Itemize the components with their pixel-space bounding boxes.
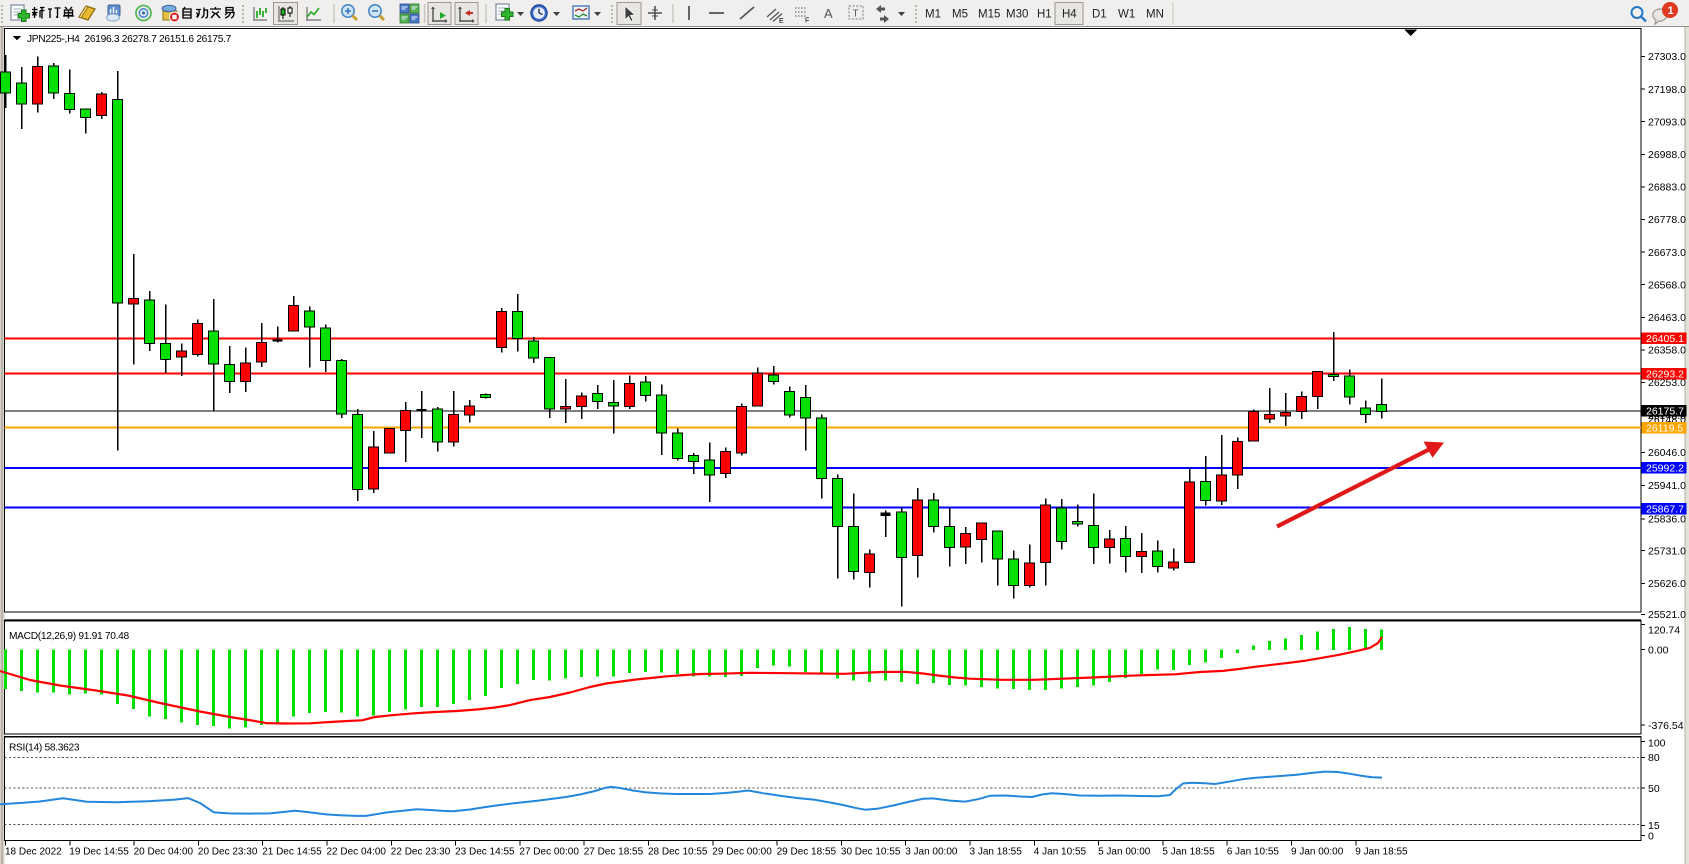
svg-text:20 Dec 23:30: 20 Dec 23:30 [198,847,258,858]
svg-text:JPN225-,H4 26196.3 26278.7 26: JPN225-,H4 26196.3 26278.7 26151.6 26175… [27,34,232,45]
svg-text:18 Dec 2022: 18 Dec 2022 [5,847,62,858]
svg-text:26673.0: 26673.0 [1648,247,1686,259]
svg-text:M15: M15 [978,9,1000,21]
svg-text:100: 100 [1648,737,1666,749]
svg-text:25626.0: 25626.0 [1648,578,1686,590]
svg-text:80: 80 [1648,752,1660,764]
svg-text:22 Dec 04:00: 22 Dec 04:00 [327,847,387,858]
svg-text:26253.0: 26253.0 [1648,377,1686,389]
svg-text:26988.0: 26988.0 [1648,149,1686,161]
svg-text:120.74: 120.74 [1648,624,1680,636]
svg-text:M30: M30 [1006,9,1028,21]
svg-text:21 Dec 14:55: 21 Dec 14:55 [262,847,322,858]
svg-text:3 Jan 00:00: 3 Jan 00:00 [905,847,958,858]
svg-text:26778.0: 26778.0 [1648,214,1686,226]
svg-text:H1: H1 [1037,9,1052,21]
svg-text:27198.0: 27198.0 [1648,84,1686,96]
svg-text:5 Jan 00:00: 5 Jan 00:00 [1098,847,1151,858]
svg-text:25867.7: 25867.7 [1646,503,1684,515]
svg-text:15: 15 [1648,820,1660,832]
svg-text:30 Dec 10:55: 30 Dec 10:55 [841,847,901,858]
svg-text:25836.0: 25836.0 [1648,514,1686,526]
svg-text:E: E [779,18,784,25]
svg-text:29 Dec 00:00: 29 Dec 00:00 [712,847,772,858]
svg-text:27 Dec 18:55: 27 Dec 18:55 [584,847,644,858]
svg-text:26358.0: 26358.0 [1648,345,1686,357]
svg-text:9 Jan 18:55: 9 Jan 18:55 [1355,847,1408,858]
svg-text:26046.0: 26046.0 [1648,447,1686,459]
svg-text:28 Dec 10:55: 28 Dec 10:55 [648,847,708,858]
svg-text:27093.0: 27093.0 [1648,116,1686,128]
svg-text:26568.0: 26568.0 [1648,279,1686,291]
svg-text:3 Jan 18:55: 3 Jan 18:55 [970,847,1023,858]
svg-text:27303.0: 27303.0 [1648,51,1686,63]
svg-text:19 Dec 14:55: 19 Dec 14:55 [69,847,129,858]
svg-text:1: 1 [1668,5,1674,17]
svg-text:RSI(14) 58.3623: RSI(14) 58.3623 [9,743,80,754]
svg-text:D1: D1 [1092,9,1107,21]
svg-text:26463.0: 26463.0 [1648,312,1686,324]
svg-text:A: A [824,6,833,21]
svg-text:6 Jan 10:55: 6 Jan 10:55 [1227,847,1280,858]
svg-text:26293.2: 26293.2 [1646,368,1684,380]
svg-text:22 Dec 23:30: 22 Dec 23:30 [391,847,451,858]
svg-text:M5: M5 [952,9,968,21]
svg-text:27 Dec 00:00: 27 Dec 00:00 [519,847,579,858]
svg-text:0.00: 0.00 [1648,644,1669,656]
svg-text:29 Dec 18:55: 29 Dec 18:55 [777,847,837,858]
svg-text:MACD(12,26,9) 91.91 70.48: MACD(12,26,9) 91.91 70.48 [9,631,130,642]
svg-text:26119.5: 26119.5 [1646,422,1683,434]
svg-text:-376.54: -376.54 [1648,720,1684,732]
svg-text:T: T [853,9,859,20]
svg-text:F: F [805,18,809,25]
svg-text:26405.1: 26405.1 [1646,333,1684,345]
svg-text:9 Jan 00:00: 9 Jan 00:00 [1291,847,1344,858]
svg-text:4 Jan 10:55: 4 Jan 10:55 [1034,847,1087,858]
svg-text:50: 50 [1648,783,1660,795]
svg-text:25731.0: 25731.0 [1648,545,1686,557]
svg-text:25941.0: 25941.0 [1648,480,1686,492]
svg-text:25521.0: 25521.0 [1648,609,1686,621]
svg-text:H4: H4 [1062,9,1077,21]
svg-text:25992.2: 25992.2 [1646,463,1684,475]
svg-text:0: 0 [1648,830,1654,842]
svg-text:23 Dec 14:55: 23 Dec 14:55 [455,847,515,858]
svg-text:26883.0: 26883.0 [1648,182,1686,194]
svg-text:W1: W1 [1118,9,1135,21]
svg-text:M1: M1 [925,9,941,21]
svg-text:MN: MN [1146,9,1164,21]
svg-text:26175.7: 26175.7 [1646,406,1684,418]
svg-text:20 Dec 04:00: 20 Dec 04:00 [134,847,194,858]
svg-text:5 Jan 18:55: 5 Jan 18:55 [1162,847,1215,858]
